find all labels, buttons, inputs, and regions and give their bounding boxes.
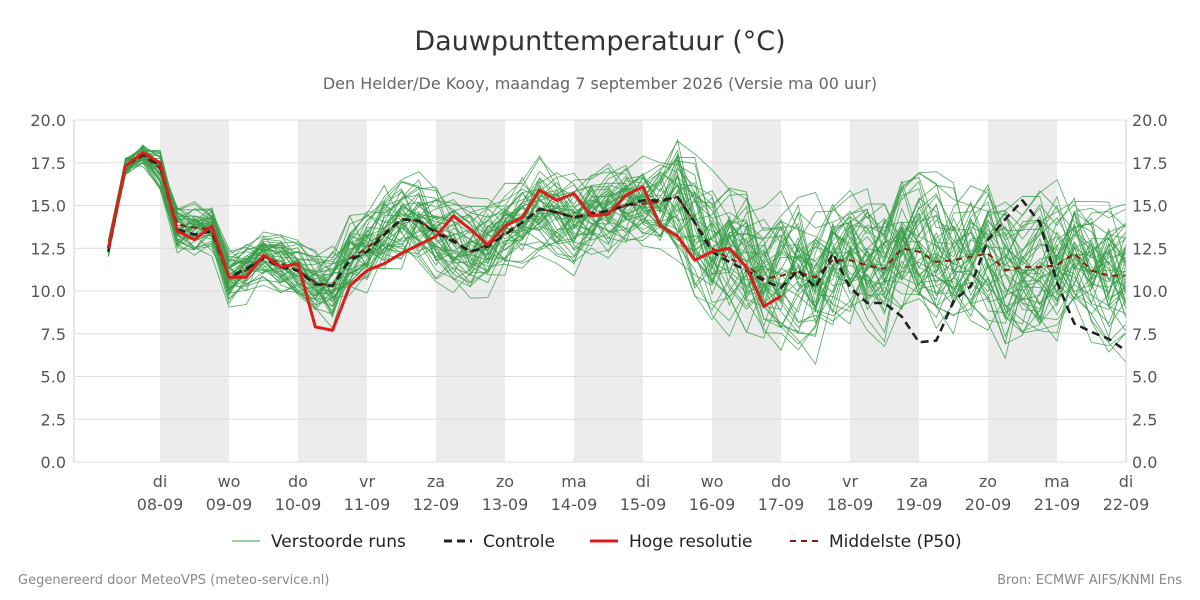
- x-tick-date: 15-09: [620, 495, 667, 514]
- y-tick-labels: 0.0 0.0 2.5 2.5 5.0 5.0 7.5 7.5 10.0 10.0 12.5 12.5…: [30, 111, 1167, 472]
- x-tick-date: 08-09: [137, 495, 184, 514]
- legend-label-p50: Middelste (P50): [829, 532, 962, 552]
- p50-line: [107, 154, 1126, 287]
- legend: Verstoorde runs Controle Hoge resolutie …: [232, 532, 962, 552]
- x-tick-date: 21-09: [1034, 495, 1081, 514]
- y-tick-right: 17.5: [1132, 154, 1168, 173]
- ensemble-run-line: [107, 148, 1127, 307]
- ensemble-run-line: [107, 153, 1127, 345]
- y-tick-left: 7.5: [41, 325, 66, 344]
- x-tick-day: vr: [359, 472, 375, 491]
- ensemble-run-line: [107, 151, 1127, 310]
- y-tick-right: 10.0: [1132, 282, 1168, 301]
- ensemble-run-line: [107, 154, 1127, 294]
- ensemble-runs: [107, 138, 1127, 366]
- x-tick-date: 19-09: [896, 495, 943, 514]
- ensemble-run-line: [107, 157, 1127, 329]
- ensemble-run-line: [107, 147, 1127, 338]
- x-tick-date: 13-09: [482, 495, 529, 514]
- ensemble-run-line: [107, 155, 1127, 317]
- x-tick-date: 11-09: [344, 495, 391, 514]
- y-tick-left: 15.0: [30, 197, 66, 216]
- x-tick-day: ma: [1044, 472, 1069, 491]
- x-tick-day: wo: [218, 472, 241, 491]
- y-tick-right: 5.0: [1132, 368, 1157, 387]
- x-tick-day: do: [288, 472, 308, 491]
- main-series: [106, 151, 1127, 352]
- x-tick-date: 18-09: [827, 495, 874, 514]
- ensemble-run-line: [107, 156, 1127, 343]
- x-tick-day: vr: [842, 472, 858, 491]
- ensemble-run-line: [107, 155, 1127, 309]
- ensemble-run-line: [107, 151, 1127, 353]
- hoge-resolutie-line: [106, 151, 782, 332]
- y-tick-right: 20.0: [1132, 111, 1168, 130]
- grid-lines: [74, 119, 1126, 463]
- x-tick-day: za: [910, 472, 928, 491]
- x-tick-date: 09-09: [206, 495, 253, 514]
- y-tick-left: 5.0: [41, 368, 66, 387]
- legend-label-verstoorde: Verstoorde runs: [271, 532, 406, 552]
- chart-subtitle: Den Helder/De Kooy, maandag 7 september …: [323, 74, 877, 93]
- chart-title: Dauwpunttemperatuur (°C): [414, 26, 785, 57]
- ensemble-run-line: [107, 155, 1127, 309]
- x-tick-day: di: [153, 472, 168, 491]
- legend-label-hoge-resolutie: Hoge resolutie: [629, 532, 753, 552]
- footer-source: Bron: ECMWF AIFS/KNMI Ens: [997, 573, 1182, 588]
- axes: [73, 120, 1127, 462]
- x-tick-date: 17-09: [758, 495, 805, 514]
- y-tick-left: 17.5: [30, 154, 66, 173]
- x-tick-date: 16-09: [689, 495, 736, 514]
- x-tick-day: di: [636, 472, 651, 491]
- x-tick-day: za: [427, 472, 445, 491]
- legend-label-controle: Controle: [483, 532, 555, 552]
- y-tick-left: 20.0: [30, 111, 66, 130]
- y-tick-right: 0.0: [1132, 453, 1157, 472]
- y-tick-left: 2.5: [41, 410, 66, 429]
- x-tick-day: di: [1119, 472, 1134, 491]
- x-tick-labels: di 08-09 wo 09-09 do 10-09 vr 11-09 za 12-09 zo 13-…: [137, 472, 1150, 514]
- y-tick-left: 12.5: [30, 239, 66, 258]
- x-tick-date: 10-09: [275, 495, 322, 514]
- controle-line: [107, 152, 1127, 352]
- y-tick-left: 0.0: [41, 453, 66, 472]
- x-tick-date: 20-09: [965, 495, 1012, 514]
- ensemble-run-line: [107, 149, 1127, 298]
- ensemble-run-line: [107, 146, 1127, 304]
- ensemble-run-line: [107, 147, 1127, 325]
- y-tick-left: 10.0: [30, 282, 66, 301]
- y-tick-right: 2.5: [1132, 410, 1157, 429]
- x-tick-day: do: [771, 472, 791, 491]
- x-tick-day: ma: [561, 472, 586, 491]
- footer-generated-by: Gegenereerd door MeteoVPS (meteo-service…: [18, 573, 329, 588]
- x-tick-date: 22-09: [1103, 495, 1150, 514]
- x-tick-date: 14-09: [551, 495, 598, 514]
- y-tick-right: 7.5: [1132, 325, 1157, 344]
- y-tick-right: 15.0: [1132, 197, 1168, 216]
- x-tick-day: zo: [496, 472, 514, 491]
- x-tick-day: wo: [701, 472, 724, 491]
- y-tick-right: 12.5: [1132, 239, 1168, 258]
- x-tick-date: 12-09: [413, 495, 460, 514]
- x-tick-day: zo: [979, 472, 997, 491]
